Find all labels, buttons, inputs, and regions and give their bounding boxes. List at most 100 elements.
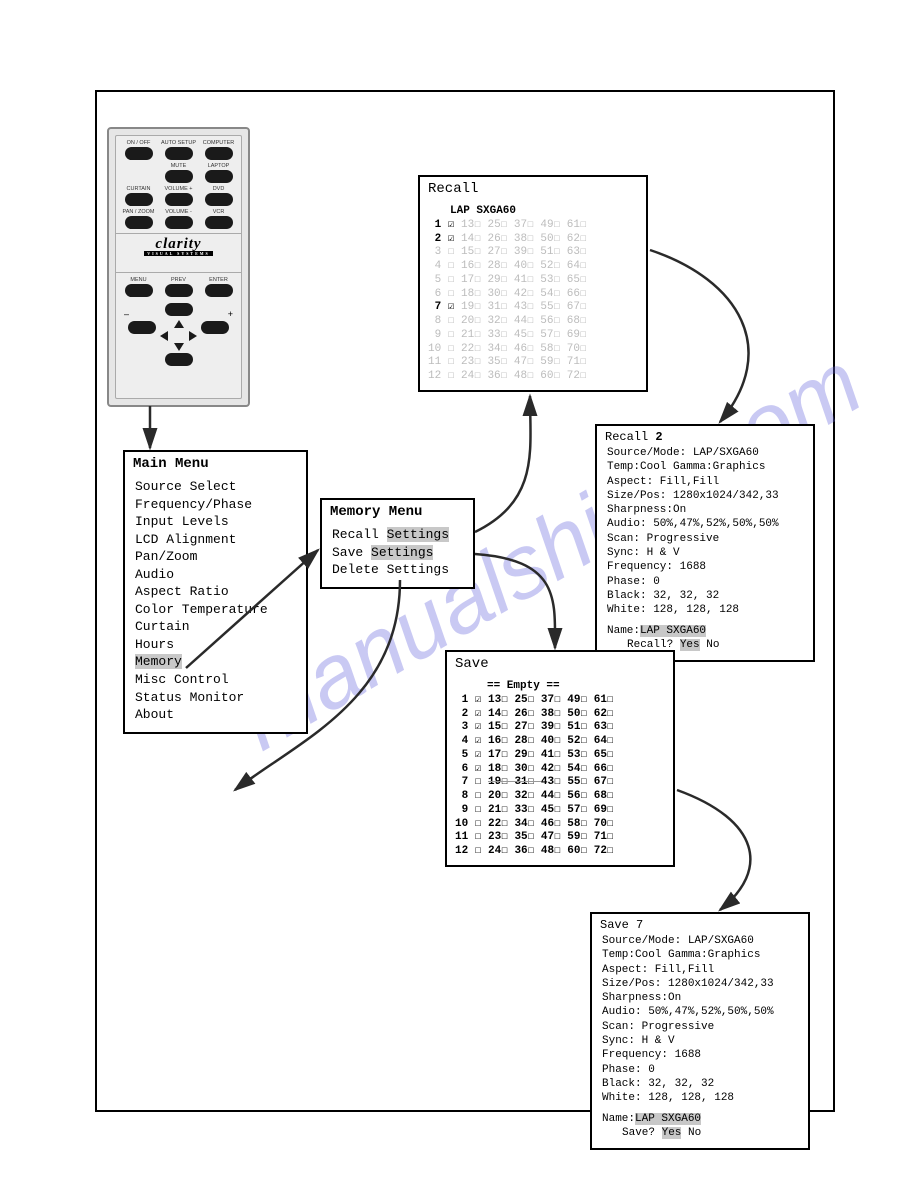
grid-row[interactable]: 9 ☐ 21☐ 33☐ 45☐ 57☐ 69☐	[455, 804, 665, 818]
remote-button[interactable]: DVD	[200, 186, 237, 206]
menu-item[interactable]: Pan/Zoom	[135, 548, 296, 566]
main-menu-panel: Main Menu Source SelectFrequency/PhaseIn…	[123, 450, 308, 734]
memory-menu-title: Memory Menu	[322, 500, 473, 526]
grid-row[interactable]: 2 ☑ 14☐ 26☐ 38☐ 50☐ 62☐	[455, 708, 665, 722]
plus-button[interactable]	[201, 321, 229, 334]
memory-menu-panel: Memory Menu Recall SettingsSave Settings…	[320, 498, 475, 589]
remote-arrow-pad: – +	[116, 301, 241, 391]
detail-line: Aspect: Fill,Fill	[607, 475, 803, 489]
minus-button[interactable]	[128, 321, 156, 334]
grid-row[interactable]: 9 ☐ 21☐ 33☐ 45☐ 57☐ 69☐	[428, 329, 638, 343]
remote-button[interactable]: VOLUME -	[160, 209, 197, 229]
detail-line: Audio: 50%,47%,52%,50%,50%	[607, 517, 803, 531]
detail-line: Sync: H & V	[607, 546, 803, 560]
recall-detail-panel: Recall 2 Source/Mode: LAP/SXGA60Temp:Coo…	[595, 424, 815, 662]
remote-button[interactable]: MUTE	[160, 163, 197, 183]
detail-line: Size/Pos: 1280x1024/342,33	[607, 489, 803, 503]
menu-item[interactable]: Color Temperature	[135, 601, 296, 619]
detail-line: Sharpness:On	[607, 503, 803, 517]
save-detail-panel: Save 7 Source/Mode: LAP/SXGA60Temp:Cool …	[590, 912, 810, 1150]
remote-button[interactable]: MENU	[120, 277, 157, 297]
recall-title: Recall	[420, 177, 646, 203]
grid-row[interactable]: 2 ☑ 14☐ 26☐ 38☐ 50☐ 62☐	[428, 233, 638, 247]
grid-row[interactable]: 5 ☐ 17☐ 29☐ 41☐ 53☐ 65☐	[428, 274, 638, 288]
remote-button[interactable]: CURTAIN	[120, 186, 157, 206]
detail-prompt[interactable]: Save? Yes No	[602, 1126, 798, 1140]
detail-line: Size/Pos: 1280x1024/342,33	[602, 977, 798, 991]
grid-row[interactable]: 1 ☑ 13☐ 25☐ 37☐ 49☐ 61☐	[455, 694, 665, 708]
grid-row[interactable]: 10 ☐ 22☐ 34☐ 46☐ 58☐ 70☐	[428, 343, 638, 357]
grid-row[interactable]: 11 ☐ 23☐ 35☐ 47☐ 59☐ 71☐	[428, 356, 638, 370]
detail-line: Frequency: 1688	[602, 1048, 798, 1062]
detail-line: Scan: Progressive	[607, 532, 803, 546]
remote-button[interactable]: ENTER	[200, 277, 237, 297]
grid-row[interactable]: 8 ☐ 20☐ 32☐ 44☐ 56☐ 68☐	[428, 315, 638, 329]
remote-button[interactable]: VCR	[200, 209, 237, 229]
detail-line: Phase: 0	[607, 575, 803, 589]
detail-line: Sharpness:On	[602, 991, 798, 1005]
remote-button[interactable]: PAN / ZOOM	[120, 209, 157, 229]
detail-line: Black: 32, 32, 32	[607, 589, 803, 603]
grid-row[interactable]: 5 ☑ 17☐ 29☐ 41☐ 53☐ 65☐	[455, 749, 665, 763]
recall-detail-body: Source/Mode: LAP/SXGA60Temp:Cool Gamma:G…	[597, 446, 813, 660]
remote-mid-buttons: MENUPREVENTER	[116, 273, 241, 301]
menu-item[interactable]: Audio	[135, 566, 296, 584]
menu-item[interactable]: Status Monitor	[135, 689, 296, 707]
grid-row[interactable]: 10 ☐ 22☐ 34☐ 46☐ 58☐ 70☐	[455, 818, 665, 832]
remote-button[interactable]	[120, 163, 157, 183]
remote-button[interactable]: COMPUTER	[200, 140, 237, 160]
grid-row[interactable]: 3 ☑ 15☐ 27☐ 39☐ 51☐ 63☐	[455, 721, 665, 735]
remote-button[interactable]: LAPTOP	[200, 163, 237, 183]
up-button[interactable]	[165, 303, 193, 316]
brand-label: clarity	[155, 236, 201, 252]
grid-row[interactable]: 12 ☐ 24☐ 36☐ 48☐ 60☐ 72☐	[428, 370, 638, 384]
grid-row[interactable]: 6 ☐ 18☐ 30☐ 42☐ 54☐ 66☐	[428, 288, 638, 302]
remote-button[interactable]: PREV	[160, 277, 197, 297]
save-detail-title: Save 7	[600, 918, 643, 932]
menu-item[interactable]: LCD Alignment	[135, 531, 296, 549]
recall-grid: 1 ☑ 13☐ 25☐ 37☐ 49☐ 61☐ 2 ☑ 14☐ 26☐ 38☐ …	[428, 219, 638, 384]
grid-row[interactable]: 1 ☑ 13☐ 25☐ 37☐ 49☐ 61☐	[428, 219, 638, 233]
menu-item[interactable]: Hours	[135, 636, 296, 654]
grid-row[interactable]: 7 ☑ 19☐ 31☐ 43☐ 55☐ 67☐	[428, 301, 638, 315]
grid-row[interactable]: 11 ☐ 23☐ 35☐ 47☐ 59☐ 71☐	[455, 831, 665, 845]
recall-detail-title-prefix: Recall	[605, 430, 655, 444]
grid-row[interactable]: 3 ☐ 15☐ 27☐ 39☐ 51☐ 63☐	[428, 246, 638, 260]
save-detail-body: Source/Mode: LAP/SXGA60Temp:Cool Gamma:G…	[592, 934, 808, 1148]
detail-line: White: 128, 128, 128	[602, 1091, 798, 1105]
remote-button[interactable]: VOLUME +	[160, 186, 197, 206]
grid-row[interactable]: 4 ☑ 16☐ 28☐ 40☐ 52☐ 64☐	[455, 735, 665, 749]
detail-line: Sync: H & V	[602, 1034, 798, 1048]
main-menu-title: Main Menu	[125, 452, 306, 478]
menu-item[interactable]: Curtain	[135, 618, 296, 636]
grid-row[interactable]: 6 ☑ 18☐ 30☐ 42☐ 54☐ 66☐	[455, 763, 665, 777]
detail-line: Frequency: 1688	[607, 560, 803, 574]
menu-item[interactable]: Aspect Ratio	[135, 583, 296, 601]
detail-line: Temp:Cool Gamma:Graphics	[607, 460, 803, 474]
grid-row[interactable]: 4 ☐ 16☐ 28☐ 40☐ 52☐ 64☐	[428, 260, 638, 274]
menu-item[interactable]: Recall Settings	[332, 526, 463, 544]
menu-item[interactable]: Frequency/Phase	[135, 496, 296, 514]
menu-item[interactable]: Memory	[135, 653, 296, 671]
detail-line: Temp:Cool Gamma:Graphics	[602, 948, 798, 962]
grid-row[interactable]: 8 ☐ 20☐ 32☐ 44☐ 56☐ 68☐	[455, 790, 665, 804]
menu-item[interactable]: Delete Settings	[332, 561, 463, 579]
detail-name-line: Name:LAP SXGA60	[607, 624, 803, 638]
menu-item[interactable]: Save Settings	[332, 544, 463, 562]
detail-line: Source/Mode: LAP/SXGA60	[602, 934, 798, 948]
detail-line: Source/Mode: LAP/SXGA60	[607, 446, 803, 460]
detail-line: Aspect: Fill,Fill	[602, 963, 798, 977]
menu-item[interactable]: Source Select	[135, 478, 296, 496]
menu-item[interactable]: Input Levels	[135, 513, 296, 531]
menu-item[interactable]: About	[135, 706, 296, 724]
save-grid: 1 ☑ 13☐ 25☐ 37☐ 49☐ 61☐ 2 ☑ 14☐ 26☐ 38☐ …	[455, 694, 665, 859]
grid-row[interactable]: 12 ☐ 24☐ 36☐ 48☐ 60☐ 72☐	[455, 845, 665, 859]
remote-button[interactable]: ON / OFF	[120, 140, 157, 160]
menu-item[interactable]: Misc Control	[135, 671, 296, 689]
grid-row[interactable]: 7 ☐ 19☐ 31☐ 43☐ 55☐ 67☐	[455, 776, 665, 790]
save-panel: Save == Empty == 1 ☑ 13☐ 25☐ 37☐ 49☐ 61☐…	[445, 650, 675, 867]
remote-button[interactable]: AUTO SETUP	[160, 140, 197, 160]
detail-line: Black: 32, 32, 32	[602, 1077, 798, 1091]
save-title: Save	[447, 652, 673, 678]
down-button[interactable]	[165, 353, 193, 366]
